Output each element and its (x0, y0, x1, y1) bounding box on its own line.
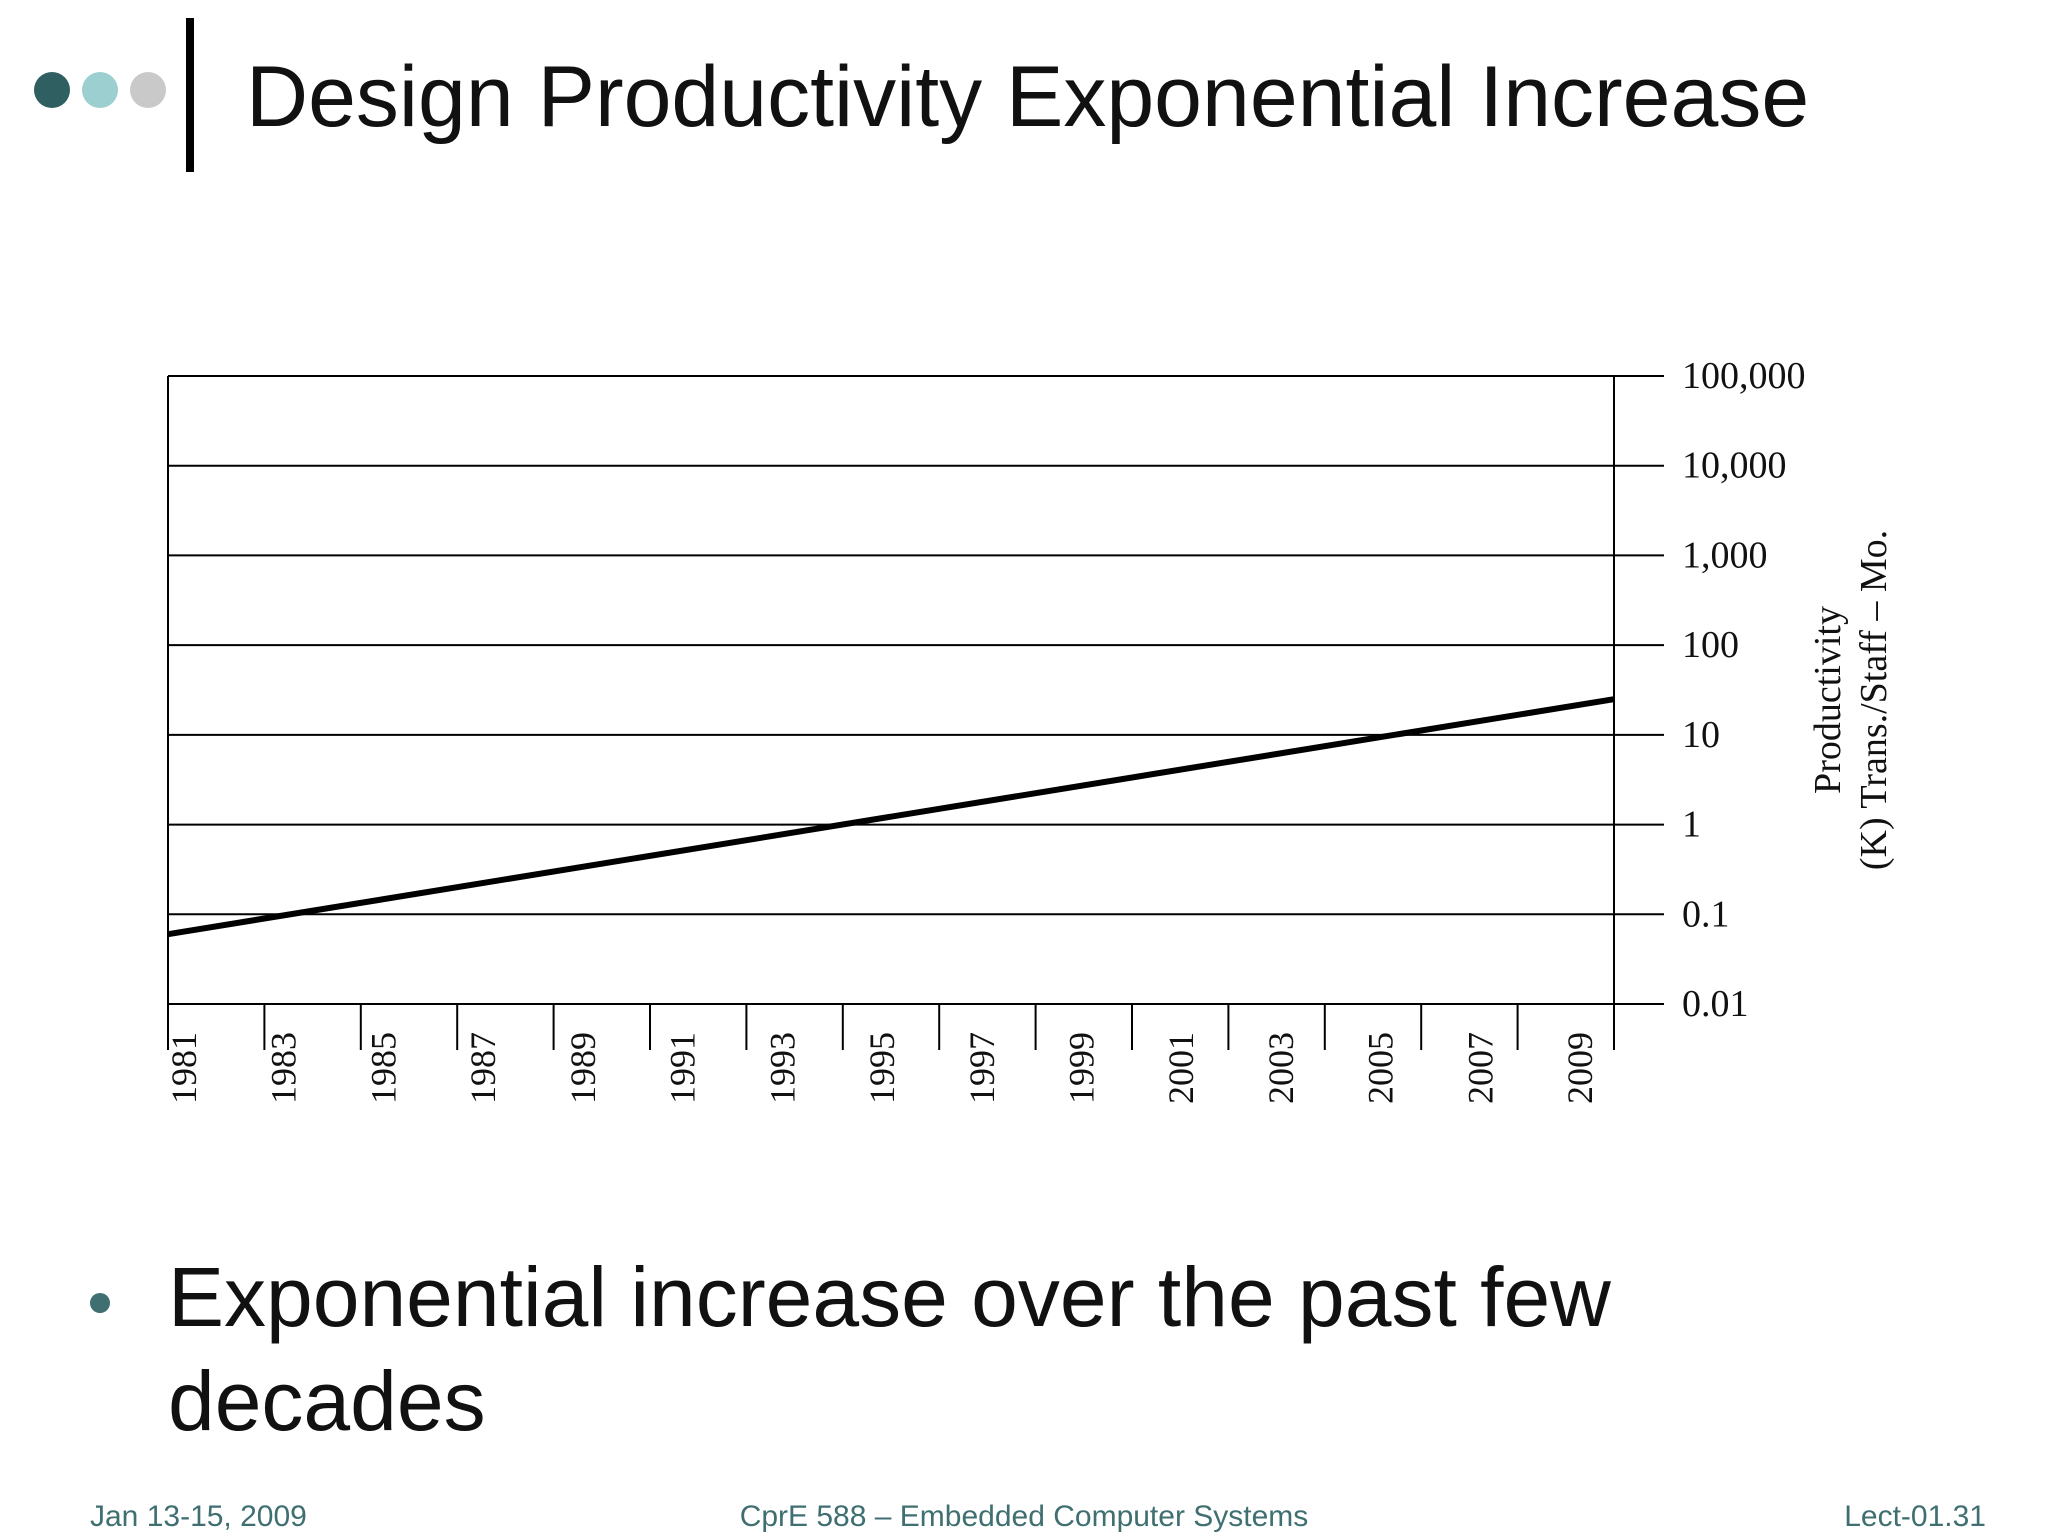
x-tick-label: 2005 (1361, 1032, 1401, 1104)
x-tick-label: 1991 (663, 1032, 703, 1104)
title-divider (186, 18, 194, 172)
y-tick-label: 0.01 (1682, 983, 1749, 1025)
decorative-dots (34, 72, 166, 108)
x-tick-label: 1983 (264, 1032, 304, 1104)
x-tick-label: 1997 (962, 1032, 1002, 1104)
x-tick-label: 1985 (363, 1032, 403, 1104)
slide-title: Design Productivity Exponential Increase (246, 49, 1810, 145)
x-tick-label: 1987 (463, 1032, 503, 1104)
y-tick-label: 0.1 (1682, 893, 1730, 935)
x-tick-label: 2009 (1560, 1032, 1600, 1104)
x-tick-label: 1993 (762, 1032, 802, 1104)
bullet-marker (90, 1293, 110, 1313)
y-axis-label-line-1: Productivity (1807, 606, 1849, 794)
productivity-chart: 0.01 0.1 1 10 100 1,000 10,000 100,000 1981 1983 1… (164, 355, 1895, 1104)
x-tick-label: 2003 (1261, 1032, 1301, 1104)
footer-course: CprE 588 – Embedded Computer Systems (739, 1500, 1309, 1533)
bullet-item: Exponential increase over the past few d… (90, 1245, 1890, 1453)
y-axis-label-line-2: (K) Trans./Staff – Mo. (1853, 530, 1895, 870)
bullet-text: Exponential increase over the past few d… (168, 1250, 1611, 1448)
productivity-trend-line (167, 696, 1615, 938)
x-tick-label: 1989 (563, 1032, 603, 1104)
decor-dot-dark (34, 72, 70, 108)
x-tick-label: 1995 (862, 1032, 902, 1104)
y-tick-label: 1 (1682, 804, 1701, 846)
decor-dot-gray (130, 72, 166, 108)
x-tick-label: 1999 (1062, 1032, 1102, 1104)
x-tick-label: 2007 (1460, 1032, 1500, 1104)
decor-dot-light (82, 72, 118, 108)
footer-date: Jan 13-15, 2009 (90, 1500, 307, 1533)
y-tick-label: 10,000 (1682, 445, 1787, 487)
x-tick-label: 1981 (164, 1032, 204, 1104)
y-tick-label: 100 (1682, 624, 1739, 666)
footer-slide-number: Lect-01.31 (1844, 1500, 1986, 1533)
y-tick-label: 1,000 (1682, 534, 1768, 576)
y-tick-label: 10 (1682, 714, 1720, 756)
x-tick-label: 2001 (1161, 1032, 1201, 1104)
y-tick-label: 100,000 (1682, 355, 1806, 397)
